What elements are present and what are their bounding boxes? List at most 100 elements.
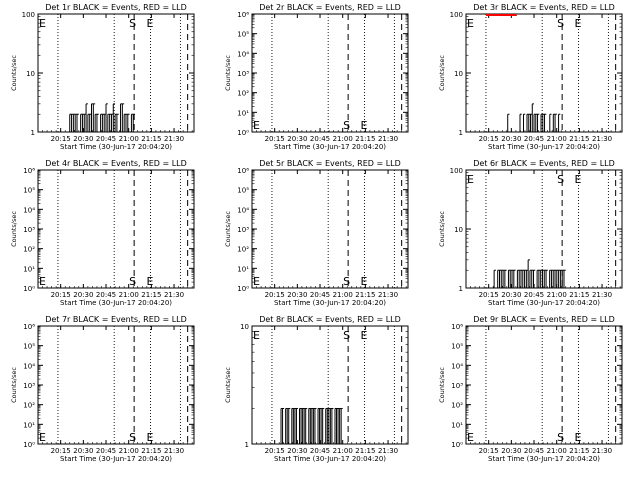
y-tick-label: 10⁰: [451, 441, 463, 449]
y-tick-label: 1: [31, 129, 35, 137]
plot-frame: [37, 325, 195, 445]
y-tick-label: 10: [240, 323, 249, 331]
y-axis-label: Counts/sec: [224, 211, 232, 247]
x-axis-label: Start Time (30-Jun-17 20:04:20): [60, 455, 172, 463]
panel-det-3: Det 3r BLACK = Events, RED = LLD 1 10 100 Co…: [438, 3, 623, 151]
x-tick-label: 20:30: [73, 291, 93, 299]
y-tick-label: 10⁴: [237, 50, 249, 58]
x-tick-label: 20:30: [287, 135, 307, 143]
marker-s: S: [343, 275, 350, 288]
x-tick-label: 20:15: [265, 135, 285, 143]
x-tick-label: 21:15: [355, 291, 375, 299]
x-tick-label: 21:00: [119, 447, 139, 455]
x-tick-label: 20:30: [287, 291, 307, 299]
marker-e-left: E: [253, 275, 260, 288]
x-tick-label: 21:15: [141, 135, 161, 143]
x-tick-label: 21:15: [569, 447, 589, 455]
x-tick-label: 21:15: [569, 291, 589, 299]
x-tick-label: 21:30: [164, 135, 184, 143]
x-tick-label: 21:30: [378, 135, 398, 143]
x-tick-label: 20:30: [501, 135, 521, 143]
y-tick-label: 100: [22, 11, 35, 19]
x-tick-label: 21:15: [355, 135, 375, 143]
marker-s: S: [129, 17, 136, 30]
marker-e-right: E: [146, 275, 153, 288]
y-tick-label: 10⁴: [23, 206, 35, 214]
x-axis-label: Start Time (30-Jun-17 20:04:20): [488, 299, 600, 307]
y-tick-label: 10¹: [451, 421, 463, 429]
marker-e-left: E: [467, 173, 474, 186]
panel-det-9: Det 9r BLACK = Events, RED = LLD 10⁰ 10¹ 10…: [438, 315, 623, 463]
x-tick-label: 21:30: [592, 291, 612, 299]
x-tick-label: 21:30: [164, 447, 184, 455]
y-tick-label: 10: [454, 70, 463, 78]
x-tick-label: 20:30: [73, 135, 93, 143]
marker-e-right: E: [146, 431, 153, 444]
x-tick-label: 20:45: [310, 291, 330, 299]
panel-det-1: Det 1r BLACK = Events, RED = LLD 1 10 100 Co…: [10, 3, 195, 151]
x-tick-label: 20:30: [73, 447, 93, 455]
y-axis-label: Counts/sec: [438, 55, 446, 91]
marker-e-right: E: [574, 17, 581, 30]
y-axis-label: Counts/sec: [438, 367, 446, 403]
marker-e-left: E: [39, 275, 46, 288]
x-tick-label: 20:15: [479, 447, 499, 455]
y-tick-label: 10⁴: [23, 362, 35, 370]
marker-e-right: E: [360, 329, 367, 342]
marker-e-left: E: [467, 431, 474, 444]
y-tick-label: 10¹: [23, 265, 35, 273]
x-tick-label: 21:00: [119, 135, 139, 143]
panel-title: Det 5r BLACK = Events, RED = LLD: [259, 159, 401, 168]
panel-det-2: Det 2r BLACK = Events, RED = LLD 10⁰ 10¹ 10…: [224, 3, 409, 151]
x-tick-label: 20:15: [265, 291, 285, 299]
x-axis-label: Start Time (30-Jun-17 20:04:20): [60, 299, 172, 307]
y-tick-label: 10³: [237, 226, 249, 234]
y-tick-label: 10⁵: [23, 343, 35, 351]
y-tick-label: 10⁰: [237, 285, 249, 293]
y-tick-label: 1: [245, 441, 249, 449]
panel-det-4: Det 4r BLACK = Events, RED = LLD 10⁰ 10¹ 10…: [10, 159, 195, 307]
y-tick-label: 10⁵: [237, 187, 249, 195]
x-tick-label: 20:45: [96, 447, 116, 455]
marker-s: S: [557, 431, 564, 444]
y-tick-label: 10²: [23, 246, 35, 254]
x-tick-label: 20:45: [524, 135, 544, 143]
x-tick-label: 20:15: [265, 447, 285, 455]
x-tick-label: 20:45: [96, 291, 116, 299]
panel-det-5: Det 5r BLACK = Events, RED = LLD 10⁰ 10¹ 10…: [224, 159, 409, 307]
y-axis-label: Counts/sec: [438, 211, 446, 247]
y-tick-label: 10³: [237, 70, 249, 78]
y-tick-label: 1: [459, 285, 463, 293]
x-axis-label: Start Time (30-Jun-17 20:04:20): [274, 143, 386, 151]
y-tick-label: 10²: [237, 246, 249, 254]
panel-title: Det 9r BLACK = Events, RED = LLD: [473, 315, 615, 324]
x-tick-label: 21:00: [547, 291, 567, 299]
marker-e-left: E: [467, 17, 474, 30]
x-tick-label: 20:15: [51, 447, 71, 455]
marker-s: S: [557, 17, 564, 30]
y-tick-label: 10⁰: [237, 129, 249, 137]
panel-title: Det 7r BLACK = Events, RED = LLD: [45, 315, 187, 324]
marker-s: S: [343, 119, 350, 132]
y-axis-label: Counts/sec: [224, 367, 232, 403]
x-tick-label: 20:15: [479, 291, 499, 299]
x-tick-label: 21:00: [333, 447, 353, 455]
x-tick-label: 20:30: [501, 291, 521, 299]
y-tick-label: 10⁶: [237, 167, 249, 175]
x-tick-label: 21:30: [592, 447, 612, 455]
y-tick-label: 10¹: [23, 421, 35, 429]
marker-s: S: [129, 431, 136, 444]
x-axis-label: Start Time (30-Jun-17 20:04:20): [488, 143, 600, 151]
x-tick-label: 20:45: [310, 135, 330, 143]
y-tick-label: 10⁶: [451, 323, 463, 331]
marker-s: S: [343, 329, 350, 342]
y-tick-label: 10³: [23, 382, 35, 390]
panel-title: Det 1r BLACK = Events, RED = LLD: [45, 3, 187, 12]
y-tick-label: 100: [450, 167, 463, 175]
y-tick-label: 10⁵: [451, 343, 463, 351]
y-tick-label: 10³: [451, 382, 463, 390]
x-tick-label: 20:30: [501, 447, 521, 455]
x-tick-label: 21:15: [141, 291, 161, 299]
